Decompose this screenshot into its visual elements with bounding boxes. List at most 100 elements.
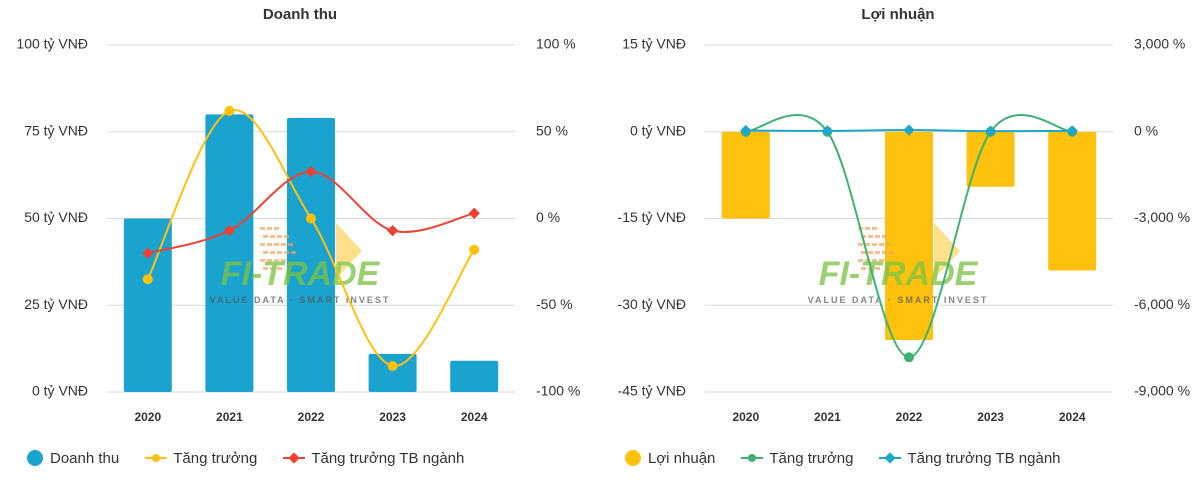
watermark-dot [270, 251, 275, 254]
legend-label: Lợi nhuận [648, 449, 716, 467]
bar [123, 218, 172, 392]
bar [885, 131, 933, 340]
watermark-dot [288, 243, 293, 246]
y-right-tick-label: 0 % [1134, 122, 1158, 138]
legend-bar-marker-icon [625, 450, 641, 466]
bar [1048, 131, 1097, 271]
line-point [142, 274, 153, 285]
line-point [224, 105, 235, 116]
watermark-dot [865, 227, 870, 230]
watermark-dot [281, 243, 286, 246]
y-right-tick-label: 0 % [536, 209, 560, 225]
y-right-tick-label: -6,000 % [1134, 296, 1190, 312]
line-point [1066, 125, 1078, 137]
bar [966, 131, 1015, 187]
watermark-dot [260, 243, 265, 246]
x-tick-label: 2021 [814, 410, 841, 424]
watermark-tagline: VALUE DATA · SMART INVEST [210, 295, 391, 305]
watermark-dot [267, 259, 272, 262]
line-point [305, 165, 317, 178]
bar [205, 114, 254, 393]
watermark-dot [861, 235, 866, 238]
watermark-dot [858, 243, 863, 246]
x-tick-label: 2024 [1059, 410, 1086, 424]
legend-line-marker-icon [145, 454, 168, 462]
x-tick-label: 2022 [896, 410, 923, 424]
legend-item-growth[interactable]: Tăng trưởng [741, 450, 853, 467]
watermark-dot [889, 251, 894, 254]
x-tick-label: 2024 [461, 410, 488, 424]
legend-label: Tăng trưởng [769, 449, 854, 467]
y-left-tick-label: 50 tỷ VNĐ [24, 209, 88, 225]
profit-chart-title: Lợi nhuận [861, 6, 935, 23]
line-point [468, 207, 480, 219]
watermark-dot [872, 259, 877, 262]
watermark-dot [291, 251, 296, 254]
y-left-tick-label: 100 tỷ VNĐ [16, 36, 88, 52]
y-right-tick-label: 50 % [536, 122, 568, 138]
line-point [386, 224, 399, 237]
y-right-tick-label: -9,000 % [1134, 383, 1190, 399]
legend-line-marker-icon [741, 454, 764, 462]
watermark-dot [274, 243, 279, 246]
watermark-dot [861, 267, 866, 270]
bar [721, 131, 770, 219]
line-point [904, 352, 914, 363]
y-left-tick-label: -15 tỷ VNĐ [618, 209, 686, 225]
watermark-dot [865, 243, 870, 246]
legend-bar-marker-icon [27, 450, 43, 466]
legend-item-industry-growth[interactable]: Tăng trưởng TB ngành [879, 450, 1061, 467]
watermark-dot [879, 259, 884, 262]
watermark-logo: FI-TRADE VALUE DATA · SMART INVEST [808, 223, 989, 305]
x-tick-label: 2020 [732, 410, 759, 424]
revenue-chart: 100 tỷ VNĐ 100 % 75 tỷ VNĐ 50 % 50 tỷ VNĐ 0 %… [16, 36, 580, 424]
legend-item-industry-growth[interactable]: Tăng trưởng TB ngành [283, 450, 464, 467]
watermark-dot [872, 243, 877, 246]
watermark-dot [277, 251, 282, 254]
legend-line-marker-icon [879, 452, 902, 464]
x-tick-label: 2023 [977, 410, 1004, 424]
watermark-dot [274, 259, 279, 262]
bar [287, 117, 335, 393]
y-right-tick-label: -50 % [536, 296, 573, 312]
x-tick-label: 2022 [298, 410, 325, 424]
y-left-tick-label: 25 tỷ VNĐ [24, 296, 88, 312]
x-tick-label: 2021 [216, 410, 243, 424]
watermark-dot [267, 227, 272, 230]
y-left-tick-label: 0 tỷ VNĐ [630, 122, 686, 138]
watermark-dot [281, 259, 286, 262]
profit-legend: Lợi nhuận Tăng trưởng Tăng trưởng TB ngà… [624, 449, 1087, 467]
watermark-dot [270, 235, 275, 238]
watermark-dot [260, 227, 265, 230]
watermark-dot [858, 259, 863, 262]
watermark-dot [875, 251, 880, 254]
watermark-brand: FI-TRADE [819, 255, 979, 293]
watermark-dot [274, 227, 279, 230]
line-point [469, 244, 480, 255]
revenue-legend: Doanh thu Tăng trưởng Tăng trưởng TB ngà… [26, 449, 490, 467]
y-left-tick-label: 15 tỷ VNĐ [622, 36, 686, 52]
legend-item-revenue[interactable]: Doanh thu [26, 449, 119, 467]
line-point [387, 360, 398, 371]
profit-chart-panel: 15 tỷ VNĐ 3,000 % 0 tỷ VNĐ 0 % -15 tỷ VNĐ -3,… [598, 0, 1196, 487]
watermark-dot [861, 251, 866, 254]
watermark-dot [284, 235, 289, 238]
watermark-dot [875, 267, 880, 270]
y-left-tick-label: 75 tỷ VNĐ [24, 122, 88, 138]
watermark-tagline: VALUE DATA · SMART INVEST [808, 295, 989, 305]
legend-label: Tăng trưởng TB ngành [311, 449, 465, 467]
watermark-arrow-icon [934, 223, 960, 279]
watermark-brand: FI-TRADE [221, 255, 381, 293]
revenue-chart-title: Doanh thu [262, 6, 338, 23]
legend-item-profit[interactable]: Lợi nhuận [624, 449, 715, 467]
x-tick-label: 2023 [379, 410, 406, 424]
y-right-tick-label: -100 % [536, 383, 580, 399]
y-left-tick-label: 0 tỷ VNĐ [32, 383, 88, 399]
watermark-dot [270, 267, 275, 270]
line-point [306, 213, 316, 224]
y-left-tick-label: -45 tỷ VNĐ [618, 383, 686, 399]
watermark-arrow-icon [336, 223, 362, 279]
y-left-tick-label: -30 tỷ VNĐ [618, 296, 686, 312]
legend-item-growth[interactable]: Tăng trưởng [145, 450, 257, 467]
y-right-tick-label: -3,000 % [1134, 209, 1190, 225]
